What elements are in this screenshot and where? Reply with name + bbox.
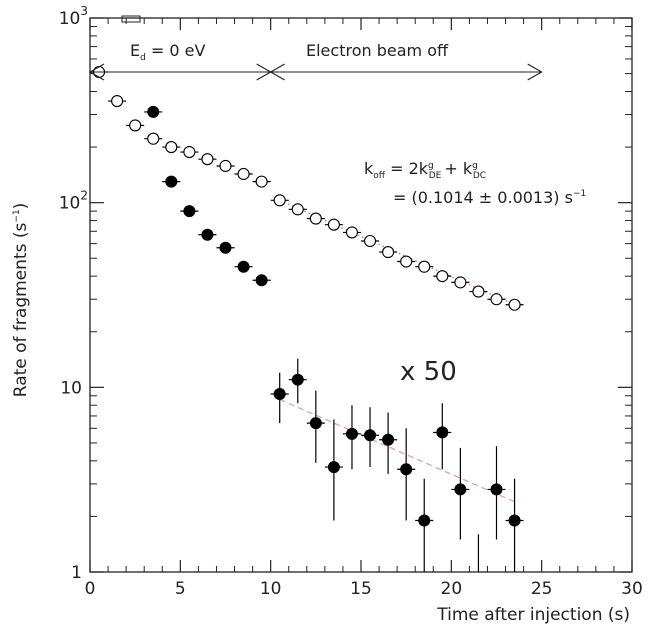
data-points — [90, 65, 524, 572]
x-tick-label: 5 — [175, 579, 186, 599]
data-point-filled — [273, 388, 286, 401]
data-point-open — [237, 167, 250, 181]
data-point-open — [291, 203, 304, 216]
data-point-open — [309, 212, 322, 225]
data-point-filled — [219, 241, 232, 254]
data-point-filled — [382, 433, 395, 446]
y-tick-label: 10 — [60, 378, 82, 398]
x-tick-label: 15 — [350, 579, 372, 599]
x-tick-label: 25 — [531, 579, 553, 599]
data-point-open — [255, 175, 268, 188]
ed-arrow-left-head — [88, 63, 105, 81]
x-tick-label: 0 — [85, 579, 96, 599]
data-point-open — [363, 234, 377, 248]
data-point-filled — [436, 426, 449, 439]
data-point-filled — [201, 228, 214, 241]
fit-lines — [279, 199, 515, 503]
axes-layer: 0 5 10 15 20 25 30 1 10 102 103 — [59, 4, 643, 599]
koff-formula: koff = 2kg DE + kg DC — [364, 159, 486, 181]
data-point-filled — [345, 427, 358, 440]
data-point-filled — [508, 514, 521, 527]
y-tick-label: 1 — [71, 563, 82, 583]
koff-value: = (0.1014 ± 0.0013) s−1 — [393, 188, 586, 207]
scale-note: x 50 — [400, 357, 457, 387]
data-point-open — [508, 298, 521, 311]
axis-labels: Time after injection (s) Rate of fragmen… — [11, 203, 630, 625]
data-point-open — [219, 159, 232, 173]
data-point-open — [345, 226, 359, 239]
data-point-open — [490, 293, 503, 306]
data-point-filled — [309, 417, 322, 430]
data-point-open — [273, 194, 286, 207]
data-point-open — [454, 276, 467, 289]
beam-off-arrow-right-head — [527, 63, 543, 81]
data-point-open — [436, 270, 449, 283]
data-point-filled — [255, 274, 268, 287]
x-axis-title: Time after injection (s) — [436, 605, 630, 625]
data-point-open — [327, 218, 340, 231]
data-point-open — [165, 141, 178, 154]
data-point-filled — [418, 514, 431, 527]
x-tick-label: 20 — [441, 579, 463, 599]
x-tick-label: 30 — [621, 579, 643, 599]
beam-off-label: Electron beam off — [306, 41, 449, 60]
beam-off-arrow-left-head — [269, 63, 285, 81]
data-point-filled — [147, 105, 160, 118]
data-point-open — [382, 246, 395, 259]
ed-label: Ed = 0 eV — [130, 41, 206, 63]
x-tick-label: 10 — [260, 579, 282, 599]
data-point-filled — [454, 483, 467, 496]
data-point-open — [183, 145, 196, 159]
data-point-open — [147, 132, 160, 145]
legend-box-marker — [121, 15, 141, 23]
plot-frame — [89, 17, 633, 573]
data-point-filled — [400, 463, 413, 476]
data-point-filled — [327, 461, 340, 474]
data-point-open — [111, 95, 124, 108]
data-point-filled — [183, 205, 196, 218]
annotations: Ed = 0 eV Electron beam off koff = 2kg DE… — [88, 15, 586, 387]
data-point-open — [400, 255, 413, 268]
data-point-filled — [364, 429, 377, 442]
data-point-open — [418, 260, 431, 273]
data-point-filled — [291, 373, 304, 386]
data-point-filled — [490, 483, 503, 496]
data-point-open — [201, 153, 214, 166]
y-tick-label: 102 — [59, 189, 88, 214]
data-point-open — [472, 285, 485, 298]
y-tick-label: 103 — [59, 4, 88, 29]
data-point-filled — [165, 175, 178, 188]
fit-line — [279, 398, 515, 503]
y-axis-title: Rate of fragments (s−1) — [11, 203, 31, 398]
data-point-open — [129, 119, 142, 132]
data-point-filled — [237, 260, 250, 273]
